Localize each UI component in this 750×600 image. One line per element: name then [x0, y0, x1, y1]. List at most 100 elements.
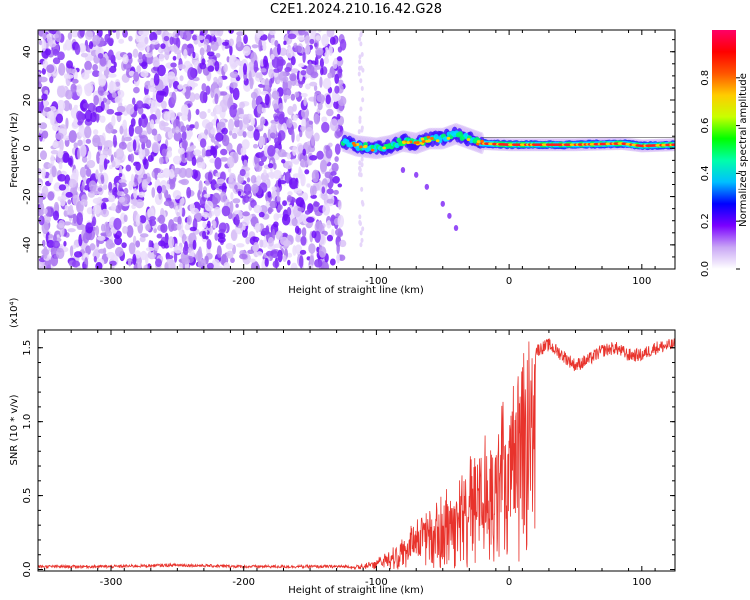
spectrogram-noise-blob	[214, 93, 219, 105]
spectrogram-signal-peak	[425, 139, 429, 143]
spectrogram-noise-blob	[149, 31, 158, 42]
spectrogram-noise-blob	[194, 212, 203, 221]
spectrogram-noise-blob	[92, 197, 102, 205]
spectrogram-noise-blob	[191, 34, 198, 41]
spectrogram-noise-blob	[295, 134, 301, 142]
spectrogram-noise-blob	[145, 224, 152, 232]
spectrogram-noise-blob	[164, 49, 170, 61]
spectrogram-noise-blob	[258, 211, 265, 218]
spectrogram-noise	[38, 30, 365, 269]
spectrogram-noise-blob	[107, 49, 114, 61]
spectrogram-noise-blob	[123, 214, 128, 223]
spectrogram-noise-blob	[213, 140, 219, 145]
spectrogram-noise-blob	[41, 221, 49, 235]
spectrogram-noise-blob	[304, 35, 311, 46]
y-tick-label: 0	[22, 145, 33, 151]
spectrogram-noise-blob	[217, 75, 223, 88]
spectrogram-noise-blob	[194, 93, 200, 100]
spectrogram-noise-blob	[228, 176, 235, 189]
spectrogram-noise-blob	[178, 167, 187, 179]
spectrogram-noise-blob	[334, 129, 342, 139]
spectrogram-noise-blob	[302, 192, 309, 202]
spectrogram-noise-blob	[286, 152, 292, 160]
spectrogram-noise-blob	[232, 198, 241, 204]
spectrogram-noise-blob	[225, 242, 234, 250]
spectrogram-noise-blob	[151, 141, 161, 154]
spectrogram-noise-blob	[323, 57, 330, 65]
spectrogram-noise-blob	[52, 57, 61, 65]
spectrogram-noise-blob	[153, 227, 157, 234]
spectrogram-noise-blob	[283, 240, 292, 247]
spectrogram-noise-blob	[177, 147, 186, 155]
spectrogram-noise-blob	[223, 261, 230, 269]
spectrogram-noise-blob	[210, 146, 217, 156]
spectrogram-noise-blob	[360, 85, 364, 91]
spectrogram-noise-blob	[105, 123, 114, 134]
spectrogram-noise-blob	[57, 51, 65, 61]
spectrogram-noise-blob	[255, 30, 262, 39]
spectrogram-noise-blob	[71, 78, 79, 84]
spectrogram-noise-blob	[271, 188, 277, 201]
spectrogram-noise-blob	[281, 159, 286, 164]
spectrogram-noise-blob	[214, 232, 219, 241]
spectrogram-noise-blob	[138, 147, 146, 160]
spectrogram-noise-blob	[166, 183, 171, 190]
spectrogram-noise-blob	[232, 87, 240, 101]
y-tick-label: 0.5	[22, 488, 33, 504]
spectrogram-noise-blob	[216, 178, 225, 184]
spectrogram-noise-blob	[296, 142, 304, 156]
spectrogram-noise-blob	[244, 155, 249, 160]
spectrogram-noise-blob	[41, 67, 46, 75]
spectrogram-noise-blob	[138, 191, 146, 198]
spectrogram-signal-peak	[476, 142, 480, 146]
spectrogram-noise-blob	[158, 46, 162, 53]
spectrogram-noise-blob	[286, 46, 293, 59]
spectrogram-noise-blob	[57, 85, 66, 98]
y-tick-label: 1.5	[22, 340, 33, 356]
spectrogram-signal-peak	[421, 139, 426, 143]
x-tick-label: 100	[632, 577, 651, 588]
spectrogram-noise-blob	[313, 201, 320, 207]
spectrogram-noise-blob	[98, 74, 107, 86]
spectrogram-noise-blob	[103, 91, 109, 96]
spectrogram-noise-blob	[187, 44, 194, 49]
spectrogram-noise-blob	[197, 189, 201, 201]
spectrogram-noise-blob	[38, 168, 42, 175]
spectrogram-noise-blob	[236, 34, 242, 48]
spectrogram-noise-blob	[143, 173, 148, 180]
spectrogram-noise-blob	[310, 135, 315, 146]
spectrogram-noise-blob	[258, 160, 265, 167]
spectrogram-noise-blob	[253, 242, 260, 252]
spectrogram-noise-blob	[299, 255, 304, 269]
spectrogram-noise-blob	[193, 149, 202, 157]
spectrogram-noise-blob	[333, 189, 339, 195]
spectrogram-noise-blob	[43, 107, 52, 113]
spectrogram-noise-blob	[52, 210, 60, 221]
spectrogram-noise-blob	[284, 171, 291, 184]
spectrogram-noise-blob	[168, 219, 175, 232]
spectrogram-noise-blob	[43, 208, 48, 215]
spectrogram-noise-blob	[49, 106, 57, 112]
spectrogram-noise-blob	[358, 65, 362, 71]
spectrogram-noise-blob	[283, 87, 292, 97]
spectrogram-noise-blob	[357, 129, 361, 135]
spectrogram-noise-blob	[145, 246, 155, 252]
spectrogram-noise-blob	[215, 52, 221, 58]
spectrogram-noise-blob	[313, 113, 320, 125]
spectrogram-noise-blob	[83, 83, 92, 93]
spectrogram-noise-blob	[99, 56, 107, 67]
spectrogram-noise-blob	[191, 169, 199, 180]
spectrogram-noise-blob	[82, 102, 90, 109]
spectrogram-noise-blob	[337, 79, 344, 86]
spectrogram-noise-blob	[143, 265, 148, 269]
spectrogram-noise-blob	[300, 125, 306, 132]
spectrogram-noise-blob	[277, 43, 281, 56]
spectrogram-noise-blob	[128, 242, 136, 255]
spectrogram-noise-blob	[263, 169, 267, 176]
spectrogram-noise-blob	[41, 93, 48, 101]
spectrogram-noise-blob	[119, 182, 127, 188]
spectrogram-noise-blob	[311, 230, 317, 239]
spectrogram-signal-peak	[406, 141, 410, 145]
spectrogram-noise-blob	[359, 78, 363, 84]
spectrogram-noise-blob	[253, 204, 262, 214]
